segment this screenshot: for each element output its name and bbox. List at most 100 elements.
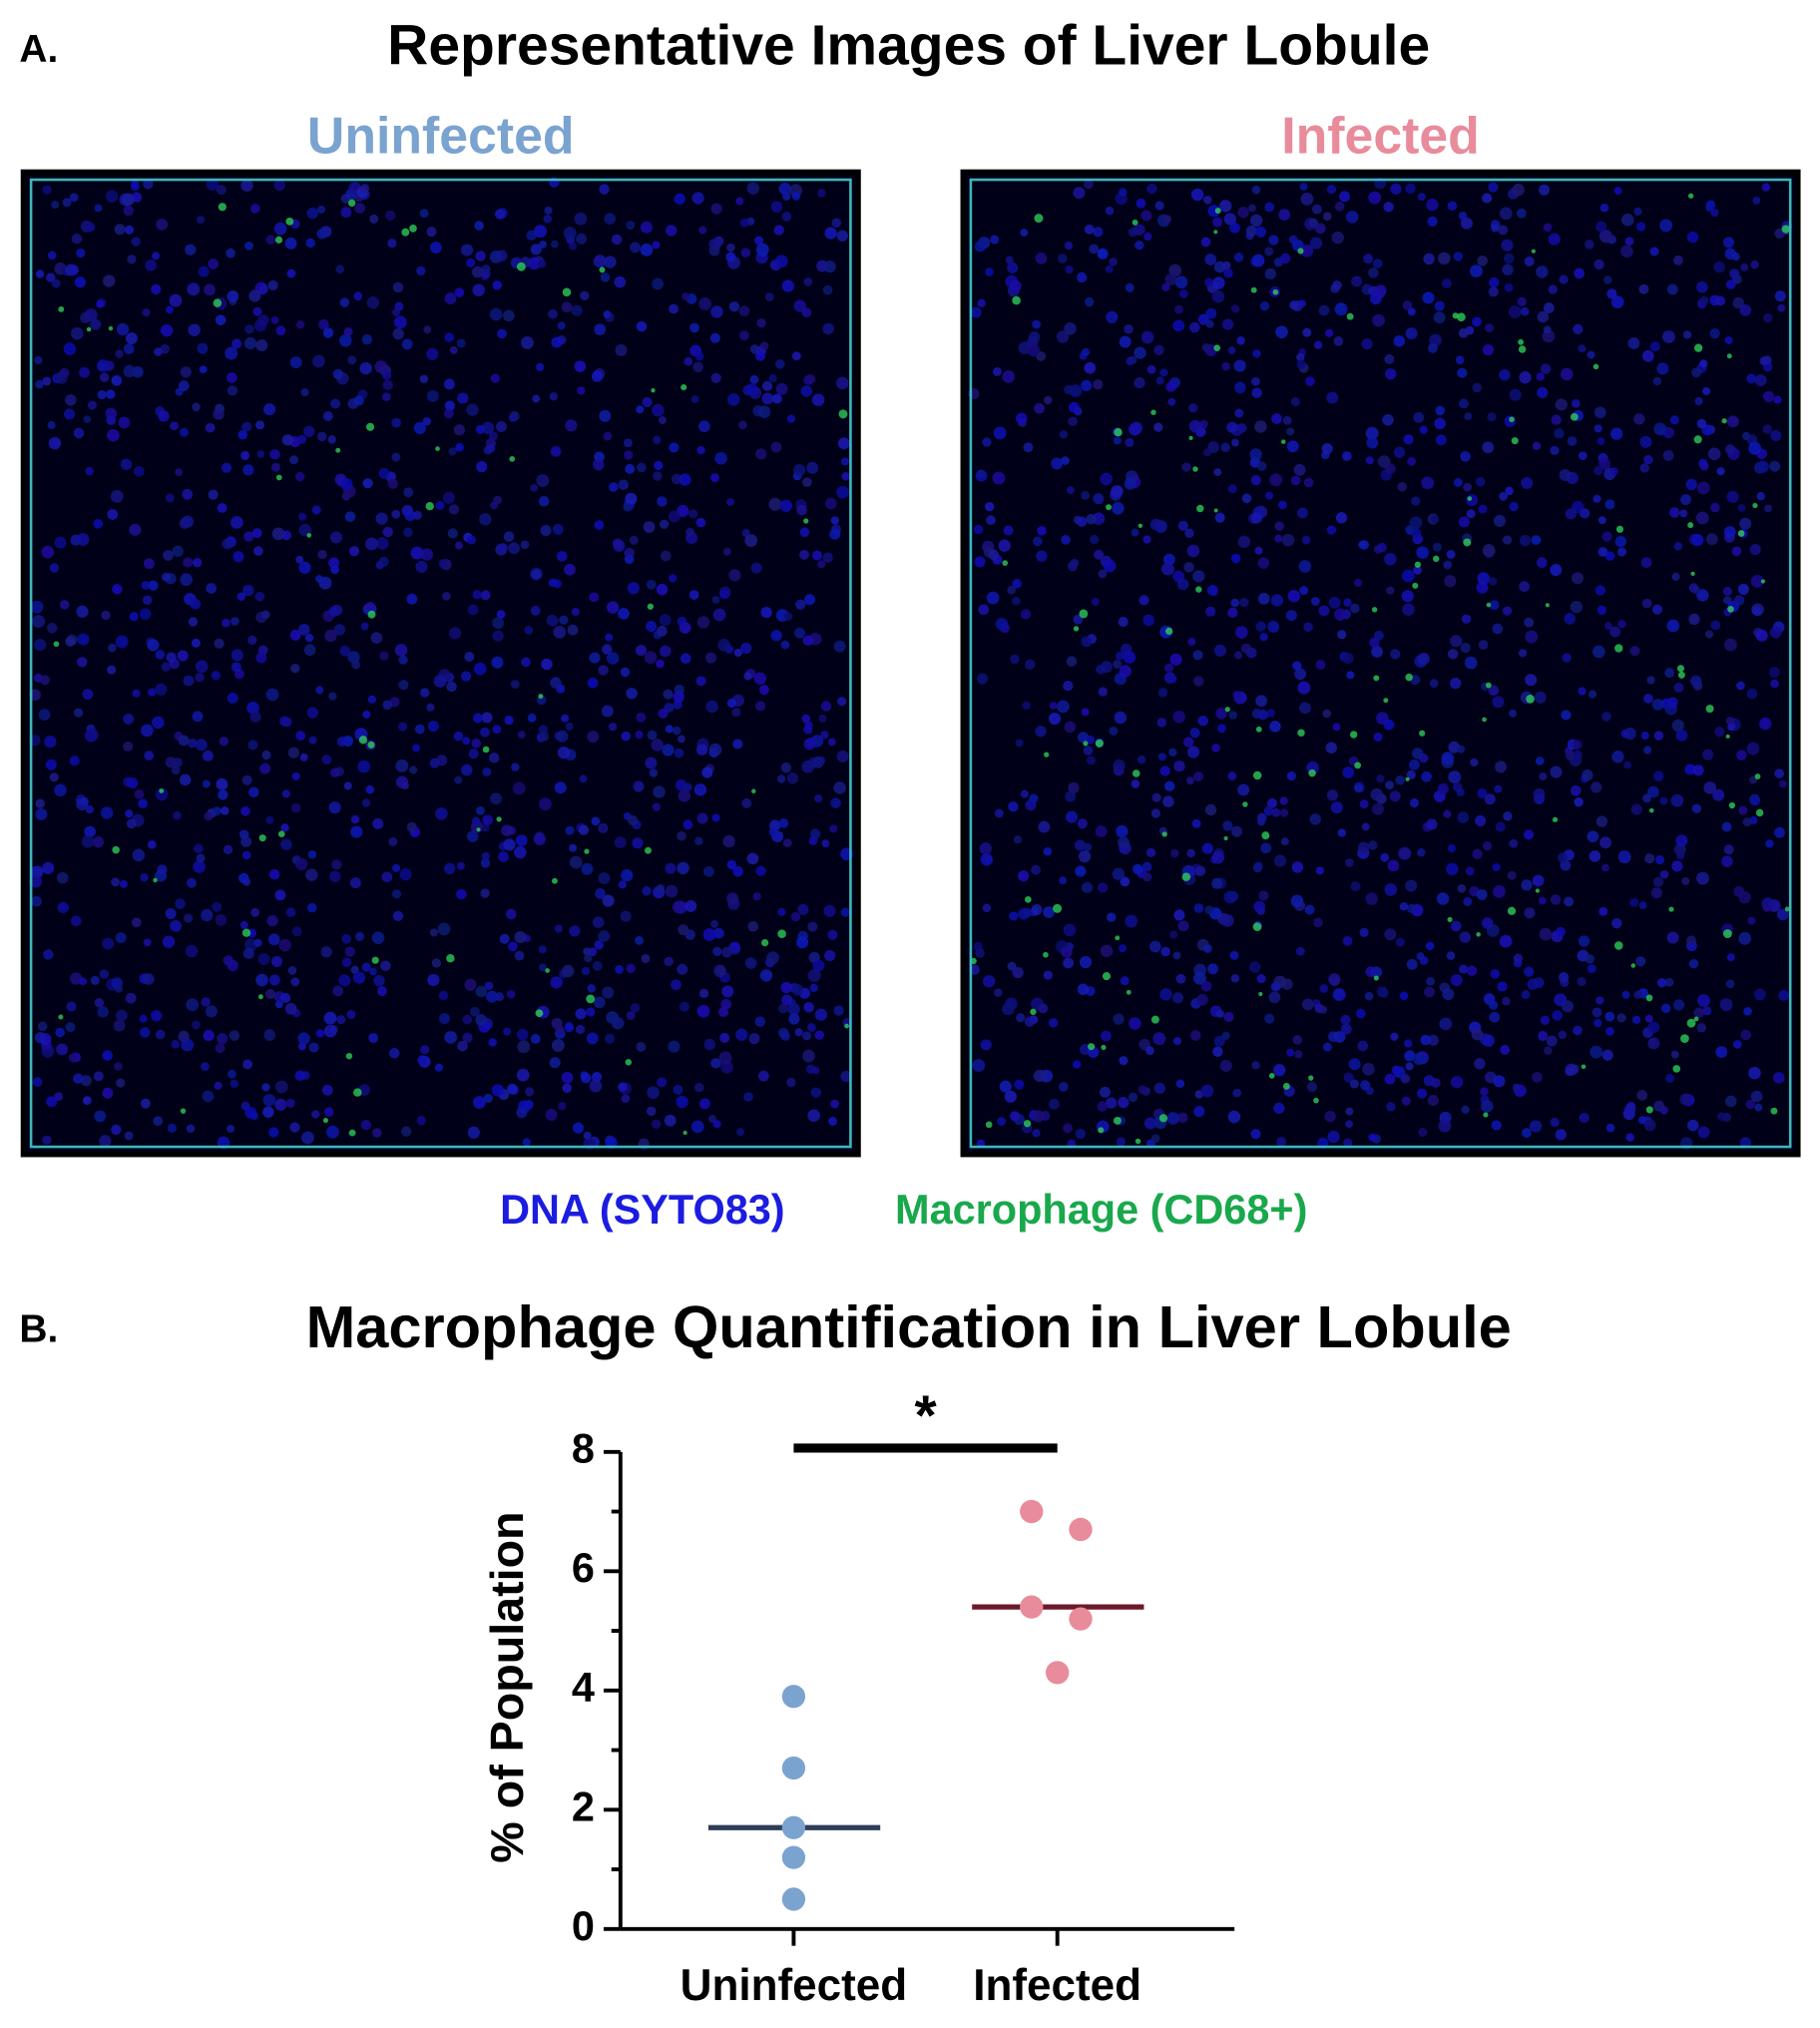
nucleus xyxy=(1233,359,1246,372)
y-tick-label: 8 xyxy=(572,1425,595,1472)
nucleus xyxy=(1416,952,1425,961)
nucleus xyxy=(709,332,720,343)
nucleus xyxy=(472,283,485,296)
nucleus xyxy=(509,413,518,422)
nucleus xyxy=(380,960,391,972)
nucleus xyxy=(192,1020,201,1030)
nucleus xyxy=(761,380,773,391)
nucleus xyxy=(129,612,139,622)
nucleus xyxy=(604,255,617,268)
nucleus xyxy=(974,241,986,253)
nucleus xyxy=(575,1008,587,1020)
macrophage xyxy=(1252,922,1262,932)
nucleus xyxy=(217,503,228,513)
macrophage xyxy=(367,610,376,619)
image-inner-frame xyxy=(969,178,1792,1149)
nucleus xyxy=(1337,828,1346,837)
nucleus xyxy=(461,763,473,776)
nucleus xyxy=(187,282,201,296)
nucleus xyxy=(646,579,657,590)
nucleus xyxy=(1466,494,1479,507)
nucleus xyxy=(503,531,515,542)
nucleus xyxy=(1451,920,1462,932)
nucleus xyxy=(1109,257,1118,266)
nucleus xyxy=(444,292,457,304)
nucleus xyxy=(1623,760,1632,769)
nucleus xyxy=(1186,544,1200,558)
nucleus xyxy=(336,737,347,747)
nucleus xyxy=(1258,890,1269,901)
nucleus xyxy=(1322,212,1332,222)
nucleus xyxy=(1084,842,1093,852)
nucleus xyxy=(65,1022,76,1033)
nucleus xyxy=(1251,185,1261,195)
nucleus xyxy=(202,1090,215,1103)
nucleus xyxy=(624,450,634,460)
nucleus xyxy=(1446,550,1456,559)
macrophage xyxy=(681,384,687,391)
nucleus xyxy=(1064,241,1074,251)
nucleus xyxy=(42,185,52,195)
nucleus xyxy=(278,938,291,952)
nucleus xyxy=(1373,732,1383,742)
nucleus xyxy=(830,516,840,525)
nucleus xyxy=(557,746,571,760)
nucleus xyxy=(718,1051,732,1065)
nucleus xyxy=(1416,546,1429,559)
nucleus xyxy=(76,533,90,546)
nucleus xyxy=(1279,796,1288,805)
macrophage xyxy=(1115,935,1121,941)
nucleus xyxy=(1585,240,1594,250)
nucleus xyxy=(1697,1126,1710,1139)
nucleus xyxy=(55,1027,65,1038)
nucleus xyxy=(83,415,92,424)
nucleus xyxy=(481,851,491,861)
nucleus xyxy=(1502,263,1514,275)
nucleus xyxy=(782,838,792,848)
nucleus xyxy=(586,1007,596,1017)
nucleus xyxy=(1637,1116,1646,1125)
nucleus xyxy=(814,1030,825,1040)
nucleus xyxy=(602,894,615,907)
nucleus xyxy=(410,546,424,560)
nucleus xyxy=(315,575,323,583)
nucleus xyxy=(1699,359,1708,368)
nucleus xyxy=(322,411,333,421)
nucleus xyxy=(1337,630,1347,640)
nucleus xyxy=(456,338,466,348)
nucleus xyxy=(998,539,1011,552)
nucleus xyxy=(1081,708,1090,717)
nucleus xyxy=(530,244,542,255)
nucleus xyxy=(1119,665,1132,678)
nucleus xyxy=(1219,1059,1232,1072)
nucleus xyxy=(1696,994,1710,1008)
macrophage xyxy=(1102,971,1112,981)
nucleus xyxy=(1256,461,1267,471)
nucleus xyxy=(1538,1030,1549,1042)
nucleus xyxy=(764,292,774,301)
nucleus xyxy=(541,658,553,671)
nucleus xyxy=(231,338,242,349)
nucleus xyxy=(456,861,465,870)
nucleus xyxy=(974,556,986,568)
nucleus xyxy=(1518,649,1528,658)
nucleus xyxy=(656,1077,668,1088)
nucleus xyxy=(490,501,499,510)
nucleus xyxy=(496,421,507,432)
nucleus xyxy=(710,919,718,928)
nucleus xyxy=(1100,944,1114,958)
nucleus xyxy=(143,938,152,947)
nucleus xyxy=(1385,368,1397,380)
nucleus xyxy=(1478,504,1488,514)
nucleus xyxy=(262,1094,276,1107)
nucleus xyxy=(776,774,786,783)
nucleus xyxy=(1713,260,1725,273)
nucleus xyxy=(1738,805,1748,815)
nucleus xyxy=(1296,352,1305,362)
nucleus xyxy=(1725,279,1736,289)
nucleus xyxy=(1326,391,1339,404)
nucleus xyxy=(1494,784,1503,793)
nucleus xyxy=(755,865,766,876)
nucleus xyxy=(591,1071,603,1083)
nucleus xyxy=(1692,764,1704,776)
